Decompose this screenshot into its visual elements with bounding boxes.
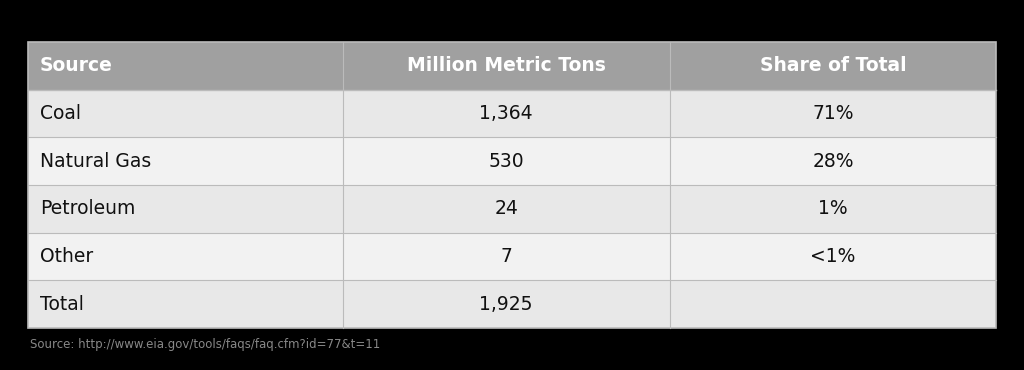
Bar	[28, 185, 343, 233]
Bar	[343, 233, 670, 280]
Text: 7: 7	[501, 247, 512, 266]
Bar	[28, 90, 343, 137]
Text: Coal: Coal	[40, 104, 81, 123]
Bar	[670, 185, 996, 233]
Text: Natural Gas: Natural Gas	[40, 152, 152, 171]
Text: 1%: 1%	[818, 199, 848, 218]
Text: Petroleum: Petroleum	[40, 199, 135, 218]
Bar	[28, 42, 996, 328]
Bar	[28, 233, 343, 280]
Bar	[670, 42, 996, 90]
Text: Total: Total	[40, 295, 84, 314]
Bar	[670, 90, 996, 137]
Bar	[670, 280, 996, 328]
Text: 71%: 71%	[812, 104, 854, 123]
Text: Other: Other	[40, 247, 93, 266]
Bar	[343, 280, 670, 328]
Text: Source: http://www.eia.gov/tools/faqs/faq.cfm?id=77&t=11: Source: http://www.eia.gov/tools/faqs/fa…	[30, 338, 380, 351]
Text: Million Metric Tons: Million Metric Tons	[407, 56, 605, 75]
Bar	[28, 42, 343, 90]
Text: 530: 530	[488, 152, 524, 171]
Bar	[28, 280, 343, 328]
Text: 1,364: 1,364	[479, 104, 534, 123]
Bar	[670, 233, 996, 280]
Bar	[343, 90, 670, 137]
Text: 1,925: 1,925	[479, 295, 532, 314]
Text: 24: 24	[495, 199, 518, 218]
Bar	[343, 42, 670, 90]
Bar	[670, 137, 996, 185]
Text: Source: Source	[40, 56, 113, 75]
Text: <1%: <1%	[810, 247, 856, 266]
Bar	[28, 137, 343, 185]
Bar	[343, 137, 670, 185]
Text: 28%: 28%	[812, 152, 854, 171]
Bar	[343, 185, 670, 233]
Text: Share of Total: Share of Total	[760, 56, 906, 75]
